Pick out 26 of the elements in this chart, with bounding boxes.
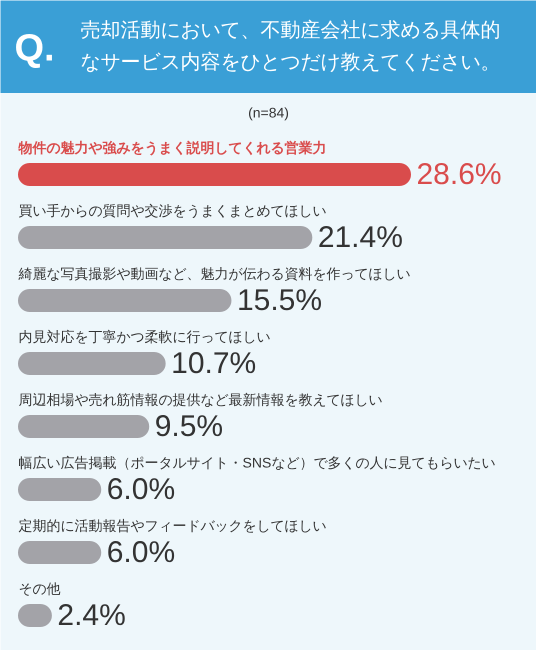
data-label: 21.4% [318, 221, 403, 254]
data-label: 6.0% [106, 536, 176, 569]
y-tick-label: 周辺相場や売れ筋情報の提供など最新情報を教えてほしい [18, 392, 382, 408]
data-label: 28.6% [416, 158, 502, 191]
data-label: 9.5% [154, 410, 224, 443]
y-tick-label: 幅広い広告掲載（ポータルサイト・SNSなど）で多くの人に見てもらいたい [18, 454, 496, 470]
bar [18, 163, 411, 186]
bar [18, 541, 102, 564]
y-tick-label: 買い手からの質問や交渉をうまくまとめてほしい [18, 202, 326, 218]
chart-subtitle: (n=84) [248, 104, 289, 120]
bar [18, 226, 312, 249]
bar [18, 352, 166, 375]
bar [18, 289, 232, 312]
data-label: 6.0% [106, 473, 176, 506]
data-label: 15.5% [236, 284, 322, 317]
data-label: 2.4% [57, 599, 126, 632]
chart-title: 売却活動において、不動産会社に求める具体的なサービス内容をひとつだけ教えてください。 [80, 20, 500, 74]
bar [18, 478, 102, 501]
bar [18, 415, 150, 438]
y-tick-label: 物件の魅力や強みをうまく説明してくれる営業力 [18, 140, 326, 156]
y-tick-label: 綺麗な写真撮影や動画など、魅力が伝わる資料を作ってほしい [18, 266, 410, 282]
y-tick-label: その他 [18, 580, 60, 596]
y-tick-label: 定期的に活動報告やフィードバックをしてほしい [18, 518, 326, 534]
y-tick-label: 内見対応を丁寧かつ柔軟に行ってほしい [18, 328, 270, 344]
text: Q. [14, 28, 55, 70]
data-label: 10.7% [171, 347, 256, 380]
